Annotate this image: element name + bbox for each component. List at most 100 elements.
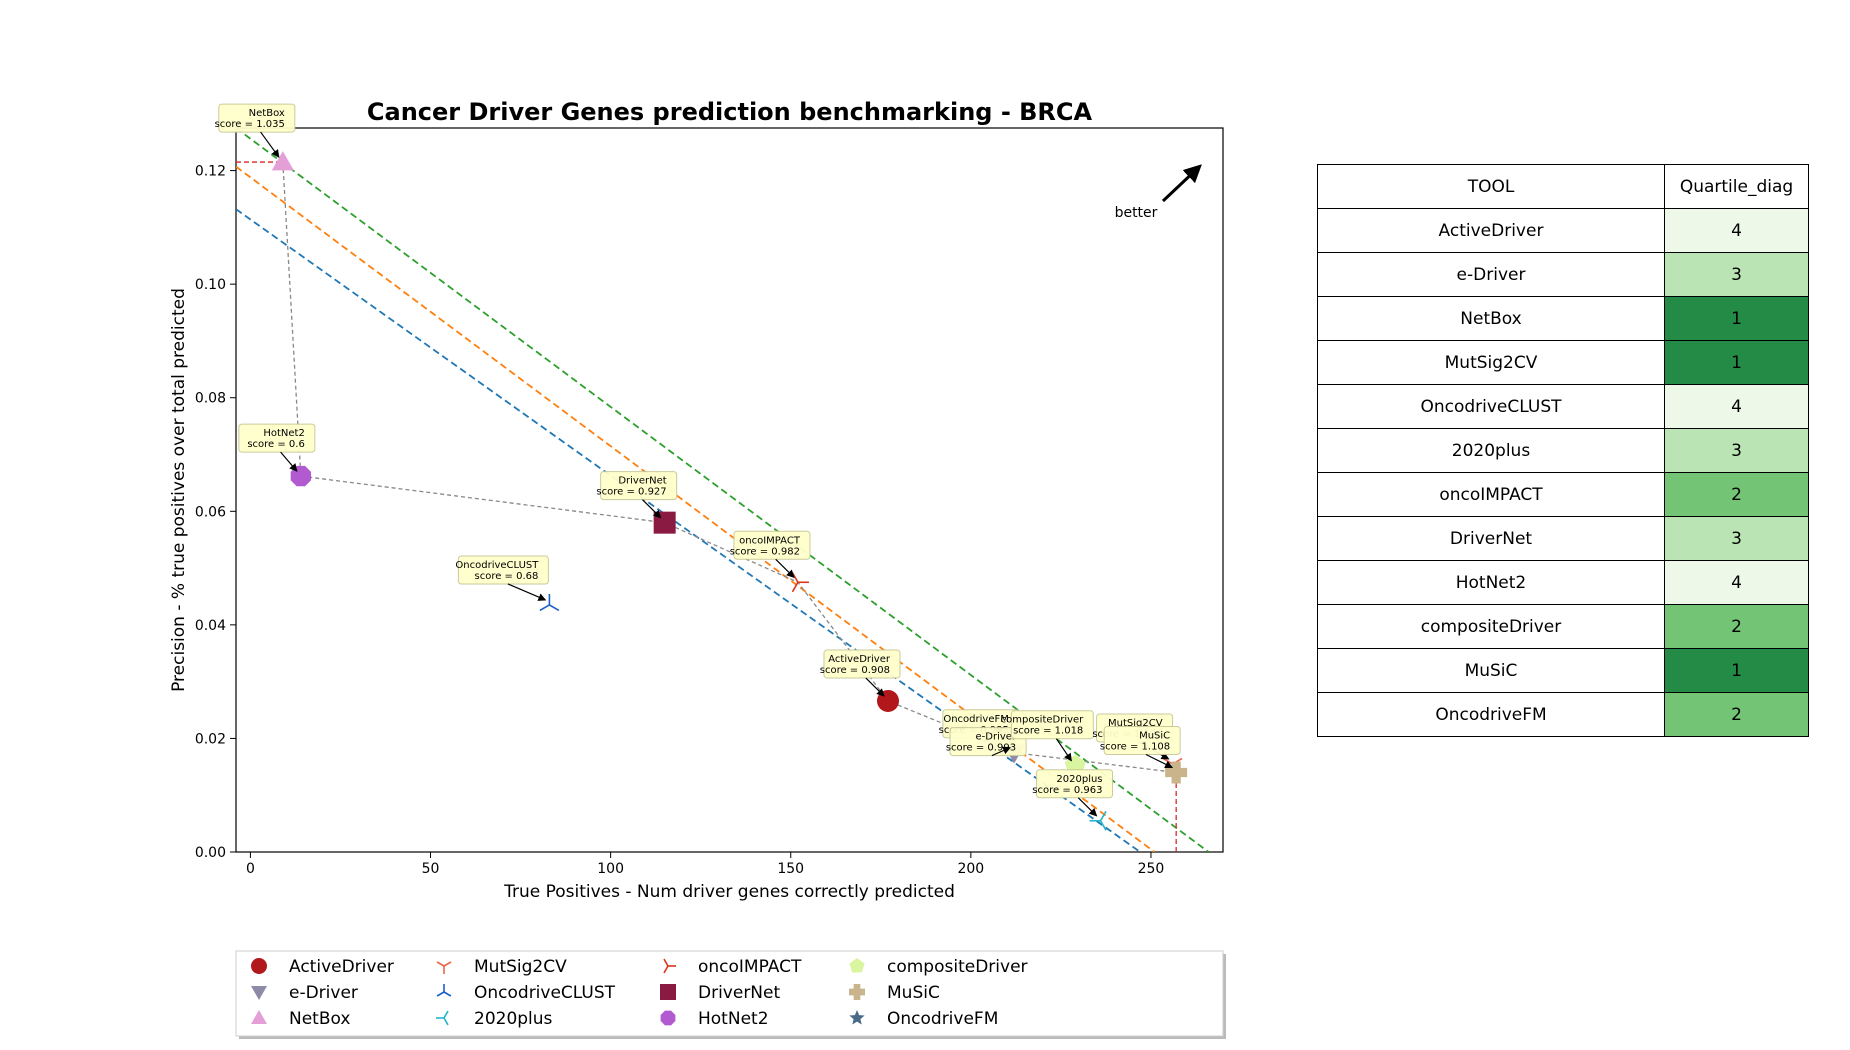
legend-item: NetBox bbox=[251, 1009, 350, 1029]
table-cell-tool: OncodriveFM bbox=[1317, 692, 1665, 737]
data-point-marker bbox=[1089, 810, 1107, 831]
annotation-box bbox=[218, 103, 296, 133]
annotation-box bbox=[238, 423, 316, 453]
table-cell-tool: oncoIMPACT bbox=[1317, 472, 1665, 517]
legend-marker-arm bbox=[443, 961, 452, 967]
y-tick-label: 0.10 bbox=[195, 277, 226, 293]
table-header-quartile: Quartile_diag bbox=[1664, 164, 1809, 209]
data-point-marker-arm bbox=[1099, 820, 1107, 831]
quartile-line-2 bbox=[236, 165, 1156, 852]
legend-label: DriverNet bbox=[698, 983, 780, 1003]
annotation-name: MutSig2CV bbox=[1108, 718, 1163, 729]
annotation-box bbox=[1036, 769, 1114, 799]
table-cell-quartile: 1 bbox=[1664, 648, 1809, 693]
annotation-box bbox=[600, 471, 678, 501]
legend-marker-arm bbox=[443, 1010, 449, 1019]
quartile-table: TOOL Quartile_diag ActiveDriver 4 e-Driver… bbox=[1317, 164, 1809, 737]
y-tick-label: 0.08 bbox=[195, 391, 226, 407]
legend-marker bbox=[660, 984, 676, 1000]
legend-item: HotNet2 bbox=[660, 1009, 769, 1029]
table-cell-tool: OncodriveCLUST bbox=[1317, 384, 1665, 429]
better-label: better bbox=[1115, 205, 1158, 221]
table-row: compositeDriver 2 bbox=[1317, 604, 1809, 649]
annotation-arrow bbox=[1145, 753, 1174, 769]
legend-item: OncodriveFM bbox=[849, 1009, 998, 1029]
quartile-line-3 bbox=[236, 128, 1210, 852]
table-cell-tool: ActiveDriver bbox=[1317, 208, 1665, 253]
legend-item: MuSiC bbox=[849, 983, 940, 1003]
y-tick-label: 0.02 bbox=[195, 731, 226, 747]
data-point-marker-arm bbox=[791, 581, 799, 593]
legend-label: NetBox bbox=[289, 1009, 350, 1029]
table-cell-quartile: 4 bbox=[1664, 208, 1809, 253]
y-tick-label: 0.06 bbox=[195, 504, 226, 520]
table-cell-tool: MuSiC bbox=[1317, 648, 1665, 693]
legend-item: OncodriveCLUST bbox=[436, 983, 616, 1003]
legend-marker bbox=[849, 958, 865, 973]
legend-label: OncodriveCLUST bbox=[474, 983, 616, 1003]
data-point-netbox bbox=[271, 151, 294, 171]
data-point-marker bbox=[653, 511, 676, 534]
data-point-marker bbox=[1165, 761, 1188, 784]
annotation-score: score = 0.6 bbox=[247, 439, 305, 450]
annotation-name: compositeDriver bbox=[1001, 715, 1085, 726]
annotation-arrow bbox=[775, 558, 795, 578]
legend-label: compositeDriver bbox=[887, 957, 1028, 977]
legend-label: 2020plus bbox=[474, 1009, 553, 1029]
annotation-name: DriverNet bbox=[618, 476, 666, 487]
legend-item: ActiveDriver bbox=[251, 957, 394, 977]
table-cell-quartile: 3 bbox=[1664, 516, 1809, 561]
legend-item: e-Driver bbox=[251, 983, 358, 1003]
table-cell-tool: MutSig2CV bbox=[1317, 340, 1665, 385]
table-cell-tool: e-Driver bbox=[1317, 252, 1665, 297]
annotation-arrow bbox=[1055, 738, 1072, 762]
table-cell-tool: 2020plus bbox=[1317, 428, 1665, 473]
table-cell-quartile: 2 bbox=[1664, 604, 1809, 649]
data-point-oncodriveclust bbox=[539, 593, 560, 612]
legend-marker bbox=[251, 958, 267, 974]
legend-marker bbox=[436, 1010, 449, 1026]
x-tick-label: 50 bbox=[422, 861, 440, 877]
legend-label: ActiveDriver bbox=[289, 957, 394, 977]
y-tick-label: 0.12 bbox=[195, 164, 226, 180]
annotation-box bbox=[1103, 726, 1181, 756]
x-tick-label: 100 bbox=[597, 861, 624, 877]
chart-title: Cancer Driver Genes prediction benchmark… bbox=[367, 98, 1093, 126]
y-tick-label: 0.00 bbox=[195, 845, 226, 861]
y-axis-label: Precision - % true positives over total … bbox=[169, 288, 189, 692]
legend-marker bbox=[849, 984, 865, 1000]
annotation-arrow bbox=[1077, 797, 1098, 817]
table-row: NetBox 1 bbox=[1317, 296, 1809, 341]
legend-marker bbox=[251, 1010, 267, 1024]
annotation-box bbox=[457, 555, 549, 585]
annotation-name: OncodriveFM bbox=[943, 714, 1009, 725]
annotation-score: score = 1.035 bbox=[215, 119, 285, 130]
better-arrow-icon bbox=[1161, 164, 1202, 203]
table-cell-quartile: 2 bbox=[1664, 472, 1809, 517]
table-row: 2020plus 3 bbox=[1317, 428, 1809, 473]
annotation-score: score = 0.927 bbox=[596, 487, 666, 498]
annotation-score: score = 0.908 bbox=[820, 665, 890, 676]
data-point-music bbox=[1165, 761, 1188, 784]
data-point-marker-arm bbox=[1099, 810, 1107, 822]
data-point-drivernet bbox=[653, 511, 676, 534]
legend-item: DriverNet bbox=[660, 983, 780, 1003]
legend-marker bbox=[660, 1010, 676, 1026]
legend-marker bbox=[436, 961, 452, 974]
data-point-marker-arm bbox=[548, 604, 560, 612]
legend-marker-arm bbox=[663, 965, 669, 974]
legend-label: HotNet2 bbox=[698, 1009, 769, 1029]
table-cell-quartile: 2 bbox=[1664, 692, 1809, 737]
annotation-arrow bbox=[260, 131, 280, 158]
legend-item: compositeDriver bbox=[849, 957, 1028, 977]
annotation-score: score = 0.993 bbox=[946, 743, 1016, 754]
annotation-arrow bbox=[991, 746, 1011, 757]
table-header-row: TOOL Quartile_diag bbox=[1317, 164, 1809, 209]
